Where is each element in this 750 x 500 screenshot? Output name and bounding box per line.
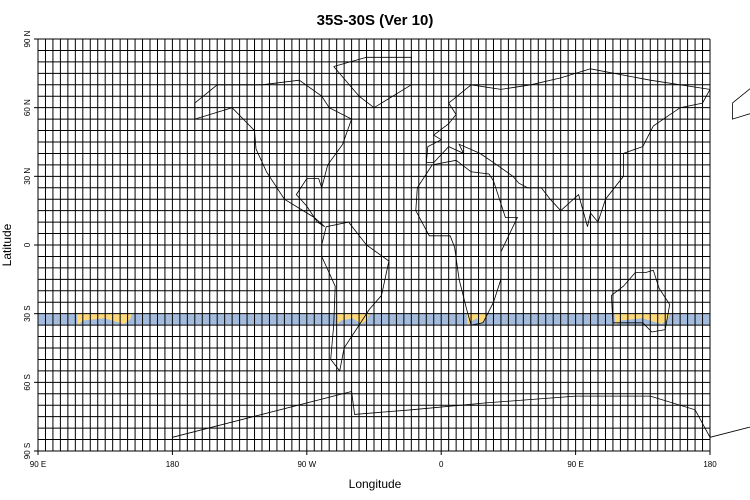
coastline-north-america [194,79,353,228]
land-in-band-africa [466,313,488,326]
grid-layer [37,38,711,452]
y-axis-label: Latitude [0,223,14,266]
y-tick-label: 30 S [23,305,32,321]
coastline-antarctica [709,426,750,438]
y-tick-label: 60 S [23,374,32,390]
y-tick-label: 90 S [23,443,32,459]
coastline-layer [172,56,750,438]
y-tick-label: 60 N [23,99,32,116]
x-tick-label: 90 E [567,460,583,469]
y-tick-label: 90 N [23,30,32,47]
x-tick-label: 180 [703,460,717,469]
coastline-africa [415,159,519,326]
x-tick-label: 90 W [297,460,316,469]
tick-layer: 90 E 180 90 W 0 90 E 180 90 N 60 N 30 N 0 30 S 60 S… [23,30,717,469]
y-tick-label: 30 N [23,168,32,185]
x-tick-label: 0 [439,460,444,469]
chart-title: 35S-30S (Ver 10) [317,12,434,29]
y-tick-label: 0 [23,242,32,247]
x-tick-label: 180 [166,460,180,469]
x-tick-label: 90 E [30,460,46,469]
coastline-north-america [732,88,750,120]
coastline-south-america [321,221,390,372]
coastline-greenland [333,56,412,109]
x-axis-label: Longitude [349,477,402,491]
